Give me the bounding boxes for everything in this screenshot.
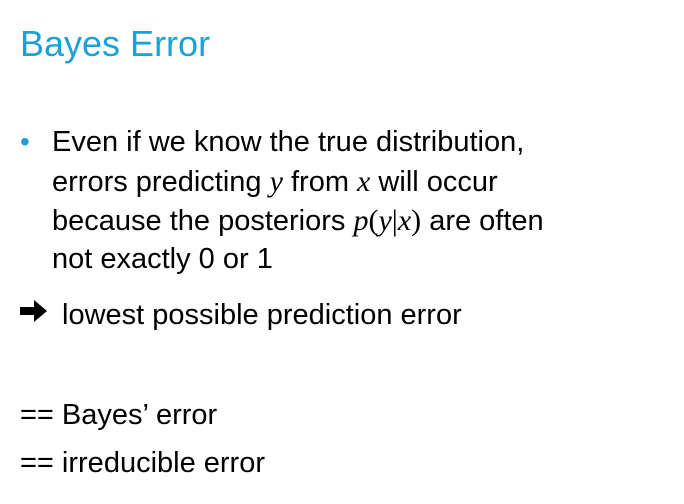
posterior-p: p [353,204,369,237]
bullet-line-1: Even if we know the true distribution, [52,123,672,162]
slide-title: Bayes Error [20,23,211,64]
posterior-expression: p(y|x) [353,204,421,237]
variable-x: x [357,165,371,198]
posterior-close-paren: ) [411,204,422,237]
bullet-line-3: because the posteriors p(y|x) are often [52,201,672,240]
bullet-line-2-part-a: errors predicting [52,166,270,198]
posterior-bar: | [391,204,398,237]
bullet-line-4-text: not exactly 0 or 1 [52,243,273,275]
equivalence-line-bayes: == Bayes’ error [20,399,218,431]
bullet-line-3-part-b: are often [421,205,544,237]
bullet-line-2: errors predicting y from x will occur [52,162,672,201]
bullet-line-4: not exactly 0 or 1 [52,240,672,279]
right-arrow-icon [20,295,48,334]
bullet-line-2-part-b: from [282,166,358,198]
bullet-dot-icon: • [20,126,30,157]
variable-y: y [269,165,283,198]
posterior-x: x [397,204,412,237]
bullet-line-2-part-c: will occur [370,166,498,198]
conclusion-line: lowest possible prediction error [20,296,462,335]
posterior-y: y [378,204,392,237]
conclusion-text: lowest possible prediction error [62,299,462,331]
equivalence-line-irreducible: == irreducible error [20,447,265,479]
bullet-line-1-text: Even if we know the true distribution, [52,126,525,158]
bullet-text: Even if we know the true distribution, e… [52,123,672,279]
bullet-line-3-part-a: because the posteriors [52,205,354,237]
posterior-open-paren: ( [368,204,379,237]
